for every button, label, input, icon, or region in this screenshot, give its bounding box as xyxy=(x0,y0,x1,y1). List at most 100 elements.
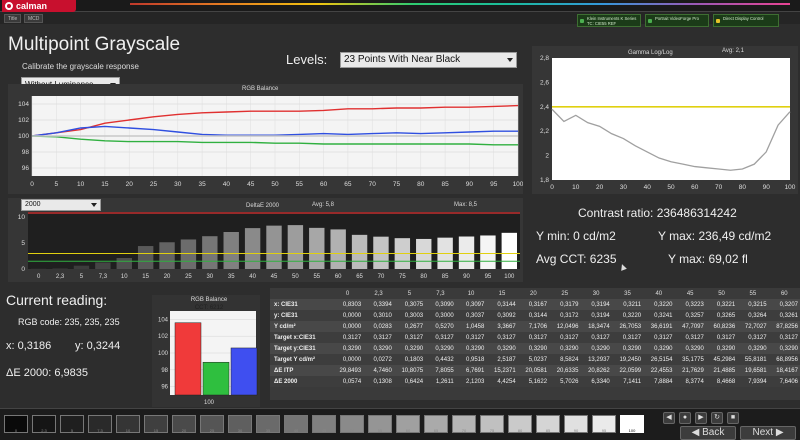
record-icon[interactable]: ● xyxy=(679,412,691,424)
table-cell: 26,5154 xyxy=(643,354,675,365)
next-button[interactable]: Next ▶ xyxy=(740,426,796,440)
meter-device[interactable]: Klein Instruments K Series TC: CIE55 REF xyxy=(577,14,641,27)
column-header: 25 xyxy=(561,290,569,297)
y-tick-label: 98 xyxy=(161,368,168,374)
reading-delta-e: ΔE 2000: 6,9835 xyxy=(6,367,88,379)
level-swatch[interactable]: 45 xyxy=(312,415,336,433)
prev-arrow-icon[interactable]: ◀ xyxy=(663,412,675,424)
x-tick-label: 95 xyxy=(490,181,498,188)
table-body: x: CIE31 0,8303 0,3394 0,3075 0,3090 0,3097 0,… xyxy=(270,299,800,387)
table-cell: 13,2937 xyxy=(580,354,612,365)
calman-logo[interactable]: calman xyxy=(2,0,76,12)
swatch-label: 70 xyxy=(461,428,467,433)
table-cell: 0,3257 xyxy=(674,310,706,321)
column-header: 0 xyxy=(345,290,350,297)
level-swatch[interactable]: 5 xyxy=(60,415,84,433)
x-tick-label: 0 xyxy=(37,274,41,280)
column-header: 55 xyxy=(749,290,757,297)
y-max: Y max: 236,49 cd/m2 xyxy=(658,229,772,243)
delta-e-bar xyxy=(244,228,261,269)
table-cell: 0,3290 xyxy=(517,343,550,354)
tab-mcd[interactable]: MCD xyxy=(24,14,44,23)
table-cell: 0,3127 xyxy=(517,332,550,343)
level-swatch[interactable]: 30 xyxy=(228,415,252,433)
back-button[interactable]: ◀ Back xyxy=(680,426,736,440)
level-swatch[interactable]: 0 xyxy=(4,415,28,433)
table-cell: 0,0000 xyxy=(331,354,364,365)
repeat-icon[interactable]: ↻ xyxy=(711,412,723,424)
level-swatch[interactable]: 10 xyxy=(116,415,140,433)
x-tick-label: 25 xyxy=(150,181,158,188)
table-cell: 0,3290 xyxy=(331,343,364,354)
table-cell: 0,3127 xyxy=(549,332,581,343)
levels-select-value: 23 Points With Near Black xyxy=(344,54,461,65)
table-row: x: CIE31 0,8303 0,3394 0,3075 0,3090 0,3097 0,… xyxy=(270,299,800,310)
table-cell: 21,4885 xyxy=(705,365,738,376)
table-cell: 0,3290 xyxy=(393,343,426,354)
table-cell: 0,3221 xyxy=(705,299,738,310)
delta-e-bar xyxy=(501,232,518,269)
level-swatch[interactable]: 65 xyxy=(424,415,448,433)
level-swatch[interactable]: 95 xyxy=(592,415,616,433)
level-swatch[interactable]: 55 xyxy=(368,415,392,433)
table-cell: 60,8236 xyxy=(705,321,738,332)
current-reading-title: Current reading: xyxy=(6,292,108,308)
tab-title[interactable]: Title xyxy=(4,14,22,23)
pattern-generator-device[interactable]: Portrait VideoForge Pro xyxy=(645,14,709,27)
x-tick-label: 80 xyxy=(420,274,427,280)
delta-e-bar xyxy=(202,236,218,269)
series-line xyxy=(31,135,518,146)
delta-e-bar xyxy=(137,246,154,269)
table-cell: 22,0599 xyxy=(611,365,644,376)
table-cell: 29,8493 xyxy=(331,365,364,376)
level-swatch[interactable]: 80 xyxy=(508,415,532,433)
level-swatch[interactable]: 90 xyxy=(564,415,588,433)
table-cell: 4,7460 xyxy=(363,365,394,376)
stop-icon[interactable]: ■ xyxy=(727,412,739,424)
column-header: 60 xyxy=(780,290,788,297)
table-cell: 20,8262 xyxy=(580,365,612,376)
level-swatch[interactable]: 75 xyxy=(480,415,504,433)
level-swatch[interactable]: 40 xyxy=(284,415,308,433)
table-cell: 0,3167 xyxy=(517,299,550,310)
delta-e-bar xyxy=(351,234,368,269)
y-tick-label: 1,8 xyxy=(540,177,549,184)
levels-select[interactable]: 23 Points With Near Black xyxy=(340,52,517,68)
display-control-device[interactable]: Direct Display Control xyxy=(713,14,779,27)
level-swatch[interactable]: 7,3 xyxy=(88,415,112,433)
level-swatch[interactable]: 15 xyxy=(144,415,168,433)
table-cell: 0,3127 xyxy=(580,332,612,343)
next-arrow-icon[interactable]: ▶ xyxy=(695,412,707,424)
delta-e-formula-select[interactable]: 2000 xyxy=(21,199,101,211)
table-cell: 19,2450 xyxy=(611,354,644,365)
level-swatch[interactable]: 35 xyxy=(256,415,280,433)
swatch-label: 80 xyxy=(517,428,523,433)
chevron-down-icon xyxy=(91,203,97,207)
level-swatch[interactable]: 50 xyxy=(340,415,364,433)
gamma-chart: Gamma Log/Log Avg: 2,1 2,8 2,6 2,4 2,2 2 1,8 0… xyxy=(532,46,798,194)
table-cell: 10,8075 xyxy=(393,365,426,376)
column-header: 20 xyxy=(530,290,537,297)
level-swatch[interactable]: 70 xyxy=(452,415,476,433)
x-tick-label: 7,3 xyxy=(99,274,108,280)
table-cell: 0,3127 xyxy=(705,332,738,343)
table-cell: 47,7097 xyxy=(674,321,706,332)
table-cell: 0,3037 xyxy=(455,310,487,321)
reading-y: y: 0,3244 xyxy=(75,340,121,352)
table-cell: 20,6335 xyxy=(549,365,581,376)
level-swatch[interactable]: 60 xyxy=(396,415,420,433)
rgb-balance-chart: RGB Balance 104 102 100 98 96 0 5 10 15 20 25 30 35 4… xyxy=(8,84,523,194)
level-swatch[interactable]: 20 xyxy=(172,415,196,433)
row-label: Y cd/m² xyxy=(270,321,332,332)
table-cell: 0,4432 xyxy=(425,354,456,365)
level-swatch[interactable]: 85 xyxy=(536,415,560,433)
column-header: 35 xyxy=(624,290,631,297)
swatch-label: 65 xyxy=(433,428,439,433)
x-tick-label: 45 xyxy=(271,274,278,280)
level-swatch[interactable]: 2,3 xyxy=(32,415,56,433)
level-swatch[interactable]: 25 xyxy=(200,415,224,433)
logo-icon xyxy=(5,2,13,10)
level-swatch[interactable]: 100 xyxy=(620,415,644,433)
